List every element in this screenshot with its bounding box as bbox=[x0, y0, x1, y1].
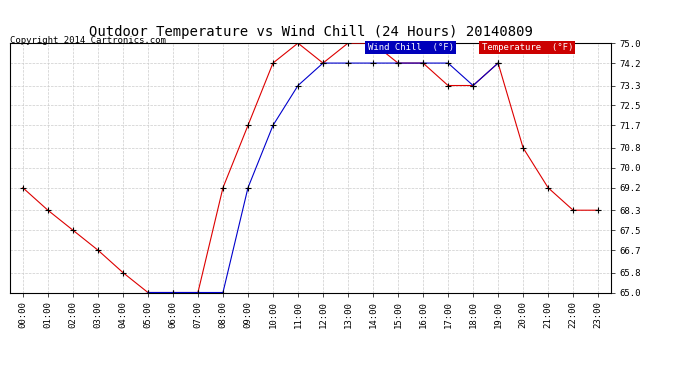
Title: Outdoor Temperature vs Wind Chill (24 Hours) 20140809: Outdoor Temperature vs Wind Chill (24 Ho… bbox=[88, 25, 533, 39]
Text: Wind Chill  (°F): Wind Chill (°F) bbox=[368, 43, 453, 52]
Text: Temperature  (°F): Temperature (°F) bbox=[482, 43, 573, 52]
Text: Copyright 2014 Cartronics.com: Copyright 2014 Cartronics.com bbox=[10, 36, 166, 45]
